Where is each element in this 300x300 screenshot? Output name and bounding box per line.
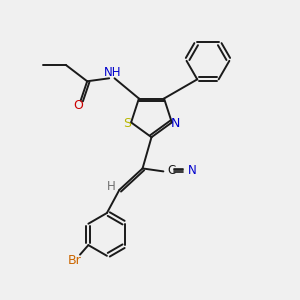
Text: S: S xyxy=(124,117,132,130)
Text: C: C xyxy=(167,164,175,177)
Text: Br: Br xyxy=(68,254,82,267)
Text: N: N xyxy=(188,164,197,177)
Text: O: O xyxy=(73,99,83,112)
Text: NH: NH xyxy=(104,66,122,80)
Text: H: H xyxy=(107,180,116,193)
Text: N: N xyxy=(171,117,180,130)
